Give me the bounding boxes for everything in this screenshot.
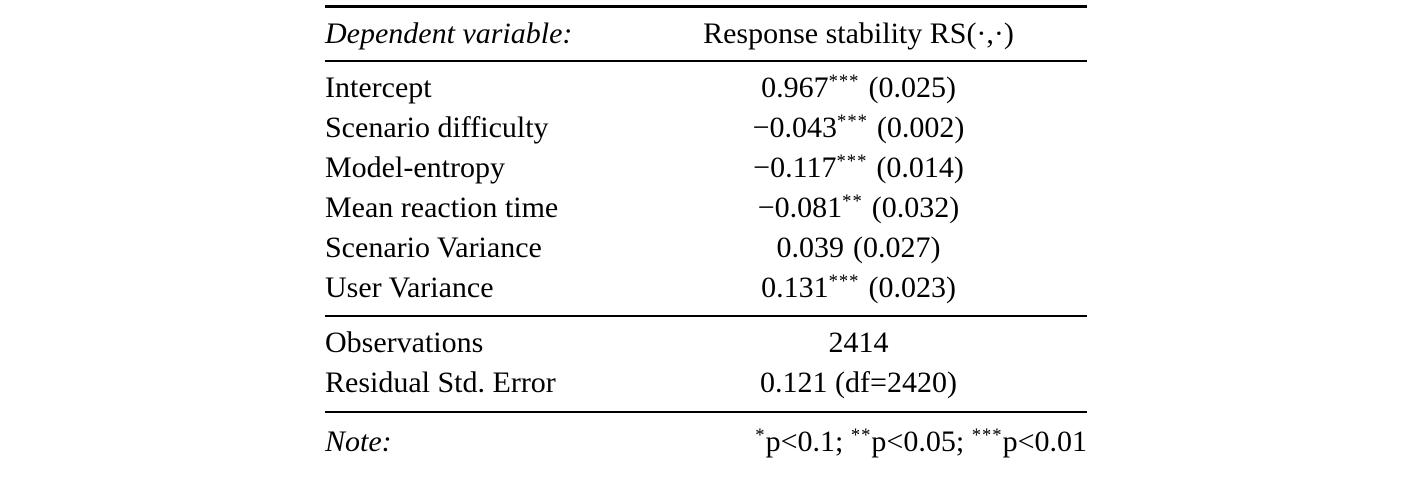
coef-value: −0.081** (0.032) — [630, 188, 1087, 232]
significance-stars: ** — [850, 424, 872, 446]
coef-value: 0.967*** (0.025) — [630, 68, 1087, 112]
table-row: Scenario difficulty −0.043*** (0.002) — [325, 108, 1087, 148]
coef-estimate: 0.131 — [761, 271, 829, 304]
table-row: Observations 2414 — [325, 323, 1087, 363]
table-row: Residual Std. Error 0.121 (df=2420) — [325, 363, 1087, 403]
summary-value: 2414 — [828, 326, 889, 359]
note-label: Note: — [325, 425, 392, 458]
header-rule — [325, 60, 1087, 62]
standard-error: (0.002) — [876, 111, 965, 144]
significance-stars: * — [755, 424, 766, 446]
note-threshold: p<0.05; — [871, 425, 972, 458]
regression-table: Dependent variable: Response stability R… — [325, 5, 1087, 462]
note-section: Note: *p<0.1; **p<0.05; ***p<0.01 — [325, 413, 1087, 462]
mid-rule — [325, 315, 1087, 317]
coefficients-section: Intercept 0.967*** (0.025) Scenario diffi… — [325, 62, 1087, 315]
coef-value: −0.117*** (0.014) — [630, 148, 1087, 192]
coef-label: Scenario Variance — [325, 231, 542, 264]
significance-stars: *** — [971, 424, 1003, 446]
significance-stars: *** — [836, 150, 868, 172]
coef-value: −0.043*** (0.002) — [630, 108, 1087, 152]
summary-label: Observations — [325, 326, 484, 359]
table-row: Model-entropy −0.117*** (0.014) — [325, 148, 1087, 188]
note-row: Note: *p<0.1; **p<0.05; ***p<0.01 — [325, 422, 1087, 462]
significance-stars: *** — [828, 270, 860, 292]
table-header-row: Dependent variable: Response stability R… — [325, 8, 1087, 60]
coef-label: User Variance — [325, 271, 494, 304]
note-threshold: p<0.1; — [765, 425, 851, 458]
standard-error: (0.027) — [853, 231, 941, 264]
significance-stars: *** — [828, 70, 860, 92]
coef-label: Intercept — [325, 71, 432, 104]
coef-estimate: 0.039 — [776, 231, 845, 264]
summary-value: 0.121 (df=2420) — [760, 366, 957, 399]
coef-value: 0.131*** (0.023) — [630, 268, 1087, 312]
top-rule — [325, 5, 1087, 8]
summary-label: Residual Std. Error — [325, 366, 556, 399]
dependent-variable-label: Dependent variable: — [325, 17, 573, 50]
significance-stars: ** — [842, 190, 863, 212]
standard-error: (0.025) — [868, 71, 956, 104]
note-threshold: p<0.01 — [1002, 425, 1087, 458]
coef-estimate: −0.117 — [753, 151, 837, 184]
coef-value: 0.039 (0.027) — [630, 228, 1087, 272]
coef-estimate: 0.967 — [761, 71, 829, 104]
table-row: Intercept 0.967*** (0.025) — [325, 68, 1087, 108]
significance-legend: *p<0.1; **p<0.05; ***p<0.01 — [630, 422, 1087, 466]
coef-label: Mean reaction time — [325, 191, 559, 224]
bottom-rule — [325, 411, 1087, 413]
coef-estimate: −0.043 — [752, 111, 838, 144]
coef-label: Scenario difficulty — [325, 111, 549, 144]
standard-error: (0.023) — [868, 271, 956, 304]
table-row: User Variance 0.131*** (0.023) — [325, 268, 1087, 308]
coef-label: Model-entropy — [325, 151, 505, 184]
table-row: Scenario Variance 0.039 (0.027) — [325, 228, 1087, 268]
significance-stars: *** — [837, 110, 868, 132]
dependent-variable-name: Response stability RS(·,·) — [703, 17, 1014, 50]
coef-estimate: −0.081 — [757, 191, 843, 224]
standard-error: (0.032) — [871, 191, 960, 224]
standard-error: (0.014) — [876, 151, 964, 184]
table-row: Mean reaction time −0.081** (0.032) — [325, 188, 1087, 228]
summary-section: Observations 2414 Residual Std. Error 0.… — [325, 317, 1087, 411]
